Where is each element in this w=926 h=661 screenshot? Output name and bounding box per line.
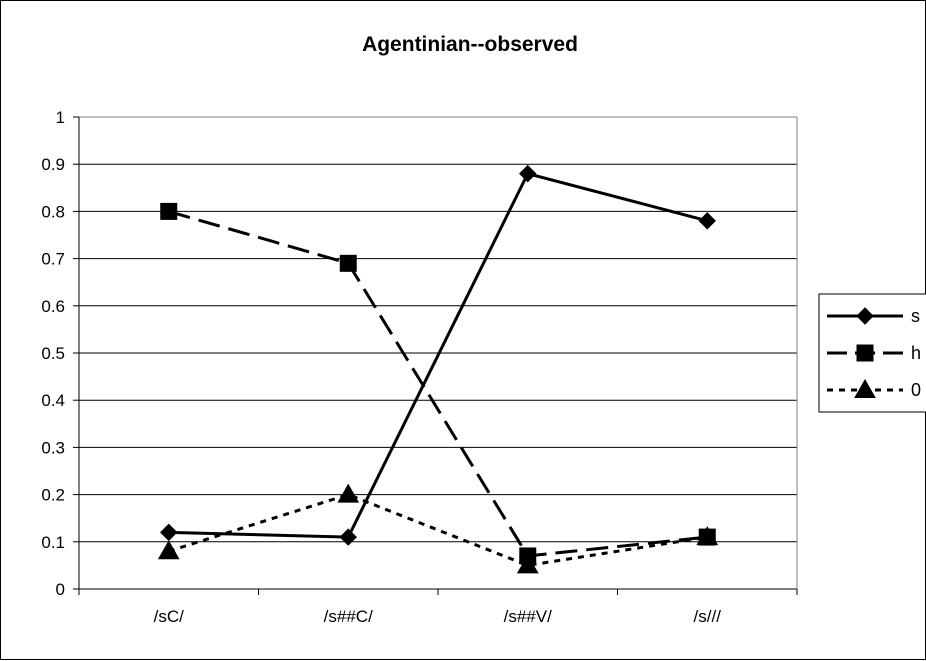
series-line-s	[168, 171, 708, 539]
data-point-h	[160, 202, 178, 220]
y-tick-label: 0.3	[41, 438, 65, 457]
data-point-s	[160, 523, 178, 542]
data-point-s	[339, 528, 357, 546]
y-tick-label: 0.5	[41, 344, 65, 363]
y-tick-label: 0.7	[41, 250, 65, 269]
y-tick-label: 0.1	[41, 533, 65, 552]
y-tick-label: 0.6	[41, 297, 65, 316]
data-point-s	[519, 164, 537, 183]
x-tick-label: /sC/	[154, 607, 185, 626]
legend-marker-s	[856, 307, 874, 325]
legend-label-h: h	[911, 343, 921, 363]
data-point-h	[339, 254, 357, 272]
legend-label-s: s	[911, 306, 920, 326]
y-tick-label: 0.4	[41, 391, 65, 410]
data-point-0	[516, 554, 539, 574]
data-point-0	[157, 540, 180, 560]
data-point-s	[698, 212, 716, 230]
series-line-0	[168, 493, 708, 567]
data-point-0	[337, 483, 360, 503]
x-tick-label: /s///	[694, 607, 722, 626]
y-tick-label: 0.9	[41, 155, 65, 174]
y-tick-label: 0	[56, 580, 65, 599]
y-tick-label: 1	[56, 108, 65, 127]
y-tick-label: 0.8	[41, 202, 65, 221]
legend-marker-0	[854, 378, 876, 398]
legend-marker-h	[856, 344, 874, 362]
y-tick-label: 0.2	[41, 486, 65, 505]
series-line-h	[168, 209, 708, 558]
legend-label-0: 0	[911, 380, 921, 400]
data-point-0	[696, 526, 719, 546]
x-tick-label: /s##C/	[324, 607, 373, 626]
chart-title: Agentinian--observed	[362, 33, 578, 56]
x-tick-label: /s##V/	[504, 607, 552, 626]
